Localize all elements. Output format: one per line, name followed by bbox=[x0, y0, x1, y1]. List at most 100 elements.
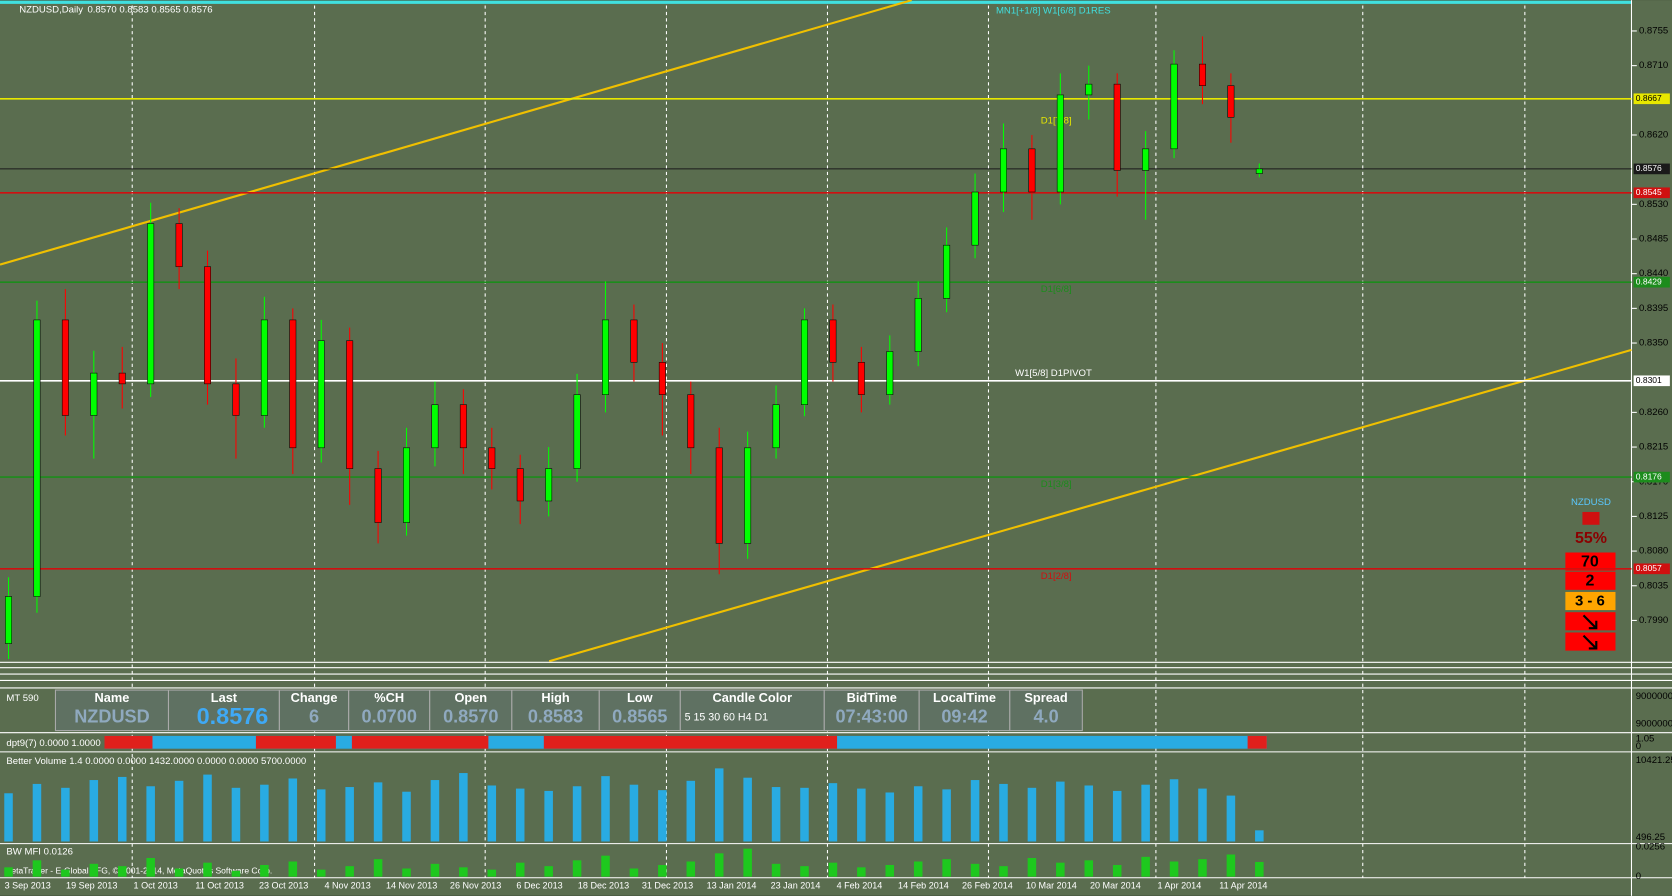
x-tick-label: 4 Feb 2014 bbox=[837, 881, 883, 891]
x-tick-label: 4 Nov 2013 bbox=[324, 881, 370, 891]
candle-body bbox=[204, 266, 211, 385]
bar bbox=[970, 780, 980, 842]
candle-body bbox=[943, 244, 951, 299]
table-value: 6 bbox=[309, 707, 319, 727]
bar bbox=[117, 866, 127, 877]
bar bbox=[714, 853, 724, 877]
y-tick-label: 0.8035 bbox=[1639, 580, 1668, 591]
axis-label: 0.0256 bbox=[1636, 841, 1665, 852]
bar bbox=[487, 785, 497, 842]
candle-body bbox=[1199, 63, 1206, 86]
widget-cell bbox=[1565, 591, 1616, 611]
table-header: Name bbox=[95, 690, 130, 705]
candle-body bbox=[886, 351, 894, 395]
candle-body bbox=[33, 319, 41, 597]
x-tick-label: 19 Sep 2013 bbox=[66, 881, 117, 891]
candle-body bbox=[488, 447, 496, 469]
table-cell bbox=[429, 689, 513, 732]
y-tick-label: 0.8125 bbox=[1639, 511, 1668, 522]
candle-body bbox=[431, 404, 439, 449]
x-tick-label: 31 Dec 2013 bbox=[642, 881, 693, 891]
table-value: 5 15 30 60 H4 D1 bbox=[685, 712, 769, 724]
bar bbox=[1056, 781, 1065, 842]
candle-body bbox=[459, 404, 467, 449]
table-value: 4.0 bbox=[1033, 707, 1058, 727]
bar bbox=[885, 792, 895, 842]
bar bbox=[316, 789, 326, 842]
widget-cell bbox=[1565, 552, 1616, 571]
candle-body bbox=[90, 372, 98, 416]
widget-value: 3 - 6 bbox=[1575, 592, 1605, 609]
bar bbox=[231, 787, 241, 842]
bar bbox=[146, 858, 155, 877]
bar bbox=[913, 861, 923, 877]
bar bbox=[800, 866, 809, 877]
candle-body bbox=[1000, 148, 1007, 193]
bar bbox=[572, 860, 582, 877]
bar bbox=[970, 863, 980, 877]
bar bbox=[601, 855, 610, 877]
dpt-bar bbox=[104, 735, 1267, 749]
bar bbox=[942, 789, 951, 842]
table-cell bbox=[348, 689, 431, 732]
bar bbox=[146, 786, 155, 842]
level-value: 0.8545 bbox=[1636, 187, 1662, 197]
candle-body bbox=[317, 340, 325, 449]
candle-body bbox=[1056, 94, 1064, 193]
candle-body bbox=[175, 223, 183, 268]
x-tick-label: 20 Mar 2014 bbox=[1090, 881, 1141, 891]
candle-body bbox=[1113, 83, 1121, 171]
table-header: %CH bbox=[374, 690, 404, 705]
bar bbox=[743, 848, 752, 877]
bar bbox=[1084, 860, 1094, 877]
level-tag bbox=[1633, 163, 1670, 175]
candle-body bbox=[630, 319, 638, 363]
candle-body bbox=[1170, 63, 1178, 150]
x-tick-label: 14 Nov 2013 bbox=[386, 881, 437, 891]
x-tick-label: 6 Dec 2013 bbox=[516, 881, 562, 891]
x-tick-label: 23 Oct 2013 bbox=[259, 881, 308, 891]
candle-body bbox=[744, 447, 752, 544]
bar bbox=[913, 786, 923, 842]
level-value: 0.8176 bbox=[1636, 471, 1662, 481]
level-tag bbox=[1633, 276, 1670, 288]
candle-body bbox=[658, 362, 666, 395]
bar bbox=[714, 768, 724, 842]
y-tick-label: 0.7990 bbox=[1639, 615, 1668, 626]
y-tick-label: 0.8440 bbox=[1639, 268, 1668, 279]
candle-body bbox=[971, 191, 979, 246]
y-tick-label: 0.8710 bbox=[1639, 60, 1668, 71]
y-tick-label: 0.8215 bbox=[1639, 442, 1668, 453]
candle-body bbox=[289, 319, 297, 449]
bar bbox=[1169, 779, 1179, 842]
bar bbox=[459, 773, 468, 842]
bar bbox=[828, 862, 838, 877]
panel-title: BW MFI 0.0126 bbox=[6, 847, 73, 858]
candle-body bbox=[516, 468, 524, 502]
candle-body bbox=[829, 319, 837, 363]
bar bbox=[1027, 858, 1037, 877]
bar bbox=[1141, 784, 1150, 842]
widget-icon bbox=[1582, 511, 1600, 525]
table-value: 0.8576 bbox=[197, 703, 269, 729]
bar bbox=[743, 777, 752, 842]
level-label: D1[3/8] bbox=[1041, 479, 1072, 490]
bar bbox=[32, 783, 42, 842]
bar bbox=[373, 859, 383, 877]
bar bbox=[1226, 795, 1236, 842]
table-value: 07:43:00 bbox=[835, 707, 908, 727]
bar bbox=[260, 784, 269, 842]
bar bbox=[999, 783, 1008, 842]
bar bbox=[629, 784, 639, 842]
bar bbox=[686, 861, 696, 877]
level-value: 0.8576 bbox=[1636, 163, 1662, 173]
bar bbox=[1141, 856, 1150, 877]
level-value: 0.8429 bbox=[1636, 276, 1662, 286]
bar bbox=[89, 863, 99, 877]
vertical-grid bbox=[131, 5, 1526, 878]
table-value: 09:42 bbox=[941, 707, 987, 727]
x-tick-label: 3 Sep 2013 bbox=[5, 881, 51, 891]
bar bbox=[174, 780, 184, 842]
bar bbox=[771, 863, 781, 877]
candle-body bbox=[118, 372, 126, 385]
